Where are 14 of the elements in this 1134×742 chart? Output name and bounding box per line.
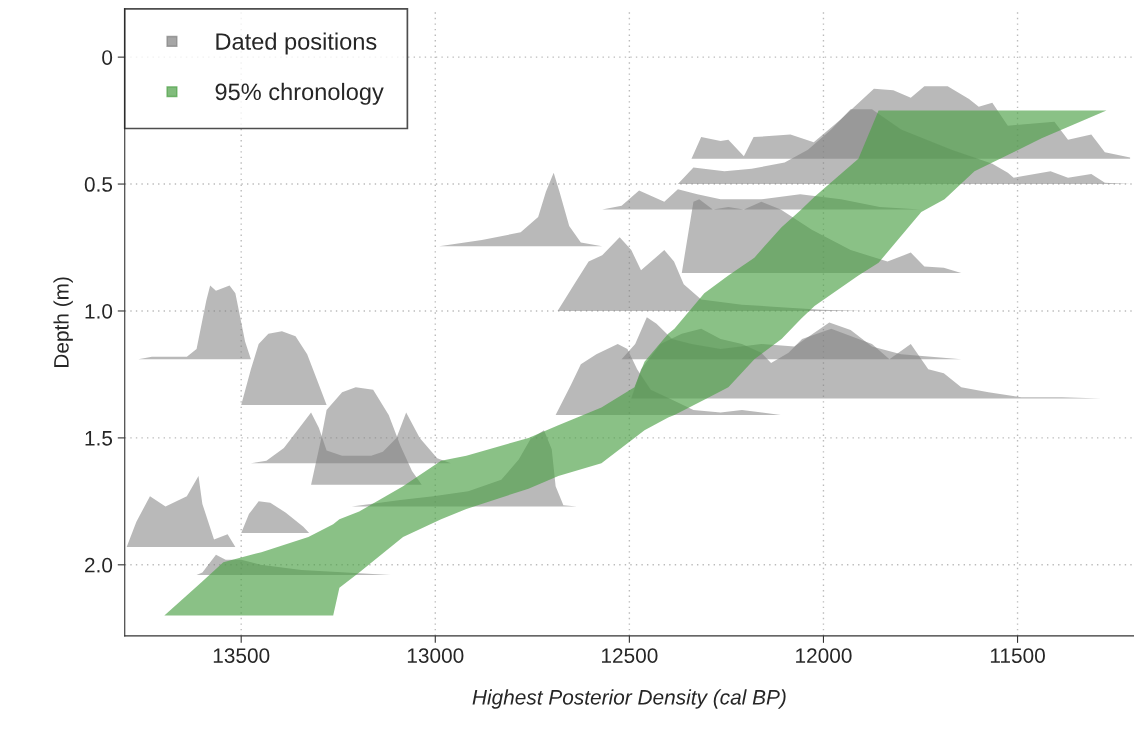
- x-tick-label: 12000: [796, 648, 852, 663]
- y-tick-label: 2.0: [85, 557, 113, 573]
- y-tick-label: 1.0: [85, 303, 113, 319]
- x-tick-label: 13500: [213, 648, 270, 663]
- y-tick-label: 0: [102, 50, 113, 65]
- legend-label: 95% chronology: [215, 82, 384, 105]
- y-axis-title: Depth (m): [53, 277, 73, 367]
- x-axis-title: Highest Posterior Density (cal BP): [472, 689, 786, 709]
- y-tick-label: 1.5: [85, 431, 113, 446]
- legend-label: Dated positions: [216, 32, 377, 55]
- x-tick-label: 12500: [602, 648, 658, 663]
- y-tick-label: 0.5: [84, 177, 113, 192]
- x-tick-label: 11500: [990, 648, 1045, 663]
- x-tick-label: 13000: [407, 648, 464, 663]
